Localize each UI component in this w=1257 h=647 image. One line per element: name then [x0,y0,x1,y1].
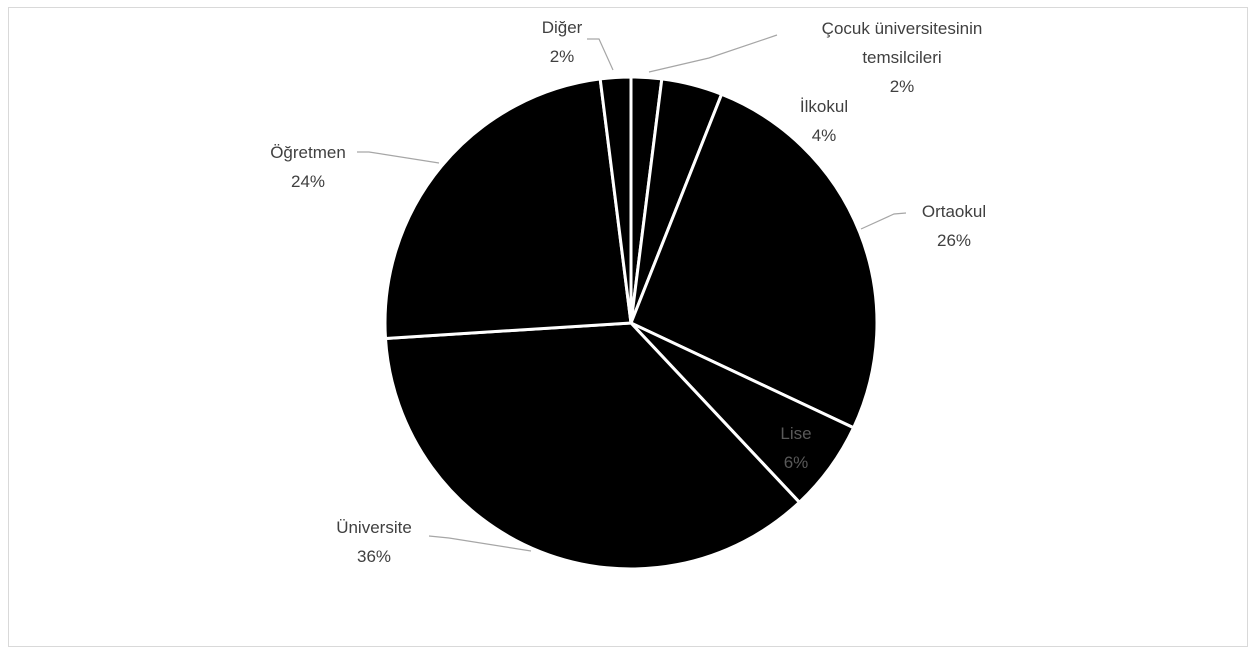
slice-label-name-1: İlkokul [800,97,848,116]
slice-label-name-5: Öğretmen [270,143,346,162]
leader-line-5 [357,151,440,164]
leader-lines [357,34,907,552]
slice-label-value-2: 26% [937,231,971,250]
slice-label-name-6: Diğer [542,18,583,37]
chart-area: Çocuk üniversitesinin temsilcileri 2% İlkok… [8,7,1248,647]
leader-line-6 [587,38,614,71]
slice-label-value-5: 24% [291,172,325,191]
slice-label-name-4: Üniversite [336,518,412,537]
slice-label-value-0: 2% [890,77,915,96]
leader-line-4 [428,535,532,552]
slice-label-value-6: 2% [550,47,575,66]
pie-chart: Çocuk üniversitesinin temsilcileri 2% İlkok… [270,18,986,571]
leader-line-0 [648,34,778,73]
pie-slices [383,75,879,571]
slice-label-value-4: 36% [357,547,391,566]
pie-slice-6 [598,75,633,325]
pie-slice-5 [383,77,633,340]
slice-label-value-3: 6% [784,453,809,472]
pie-slice-2 [629,92,879,430]
leader-line-2 [860,212,907,230]
slice-labels: Çocuk üniversitesinin temsilcileri 2% İlkok… [270,18,986,566]
pie-slice-4 [383,321,801,571]
slice-label-name-3: Lise [780,424,811,443]
slice-label-name-2: Ortaokul [922,202,986,221]
slice-label-value-1: 4% [812,126,837,145]
slice-label-name-0: Çocuk üniversitesinin temsilcileri [822,19,983,67]
